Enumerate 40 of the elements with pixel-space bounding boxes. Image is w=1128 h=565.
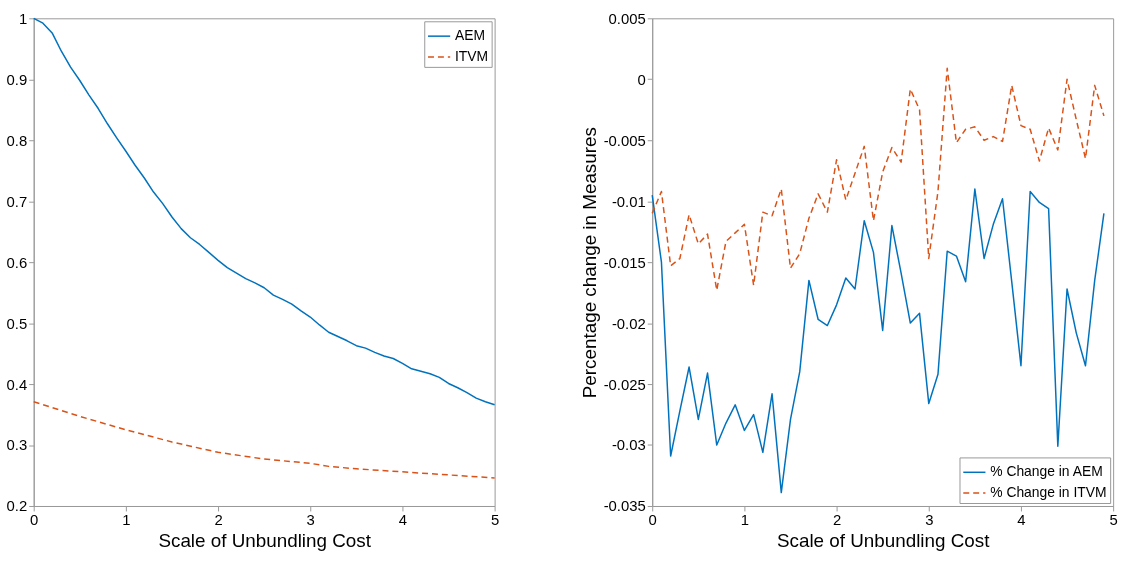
line-series bbox=[32, 401, 496, 479]
x-axis-title: Scale of Unbundling Cost bbox=[776, 530, 991, 552]
x-tick-label: 5 bbox=[490, 512, 500, 529]
y-tick-label: 0.9 bbox=[6, 71, 28, 88]
x-tick-label: 3 bbox=[925, 512, 934, 529]
y-tick-label: 0.4 bbox=[6, 376, 28, 393]
x-tick-label: 5 bbox=[1109, 512, 1118, 529]
x-tick-label: 4 bbox=[398, 512, 408, 529]
y-tick-label: 0.005 bbox=[608, 10, 646, 27]
x-tick-label: 0 bbox=[648, 512, 657, 529]
y-axis-title: Percentage change in Measures bbox=[578, 127, 600, 399]
y-tick-label: -0.01 bbox=[611, 193, 646, 210]
y-tick-label: 0.2 bbox=[6, 498, 28, 515]
x-tick-label: 2 bbox=[832, 512, 842, 529]
y-tick-label: 0.5 bbox=[6, 315, 28, 332]
y-tick-label: 0.6 bbox=[6, 254, 28, 271]
y-tick-label: -0.025 bbox=[603, 376, 646, 393]
y-tick-label: 0 bbox=[637, 71, 646, 88]
legend-label: % Change in AEM bbox=[990, 463, 1103, 480]
x-axis-title: Scale of Unbundling Cost bbox=[158, 530, 372, 552]
x-tick-label: 4 bbox=[1017, 512, 1026, 529]
legend-label: % Change in ITVM bbox=[990, 484, 1107, 501]
y-tick-label: 0.3 bbox=[6, 437, 28, 454]
legend-label: AEM bbox=[454, 27, 486, 44]
y-tick-label: -0.035 bbox=[603, 498, 646, 515]
y-tick-label: 0.8 bbox=[6, 132, 28, 149]
x-tick-label: 1 bbox=[122, 512, 131, 529]
y-tick-label: -0.03 bbox=[611, 437, 646, 454]
x-tick-label: 2 bbox=[214, 512, 223, 529]
line-series bbox=[651, 67, 1105, 291]
x-tick-label: 3 bbox=[306, 512, 315, 529]
y-tick-label: -0.015 bbox=[603, 254, 646, 271]
y-tick-label: -0.02 bbox=[611, 315, 646, 332]
legend-label: ITVM bbox=[454, 47, 489, 64]
line-series bbox=[32, 17, 496, 406]
y-tick-label: 1 bbox=[18, 10, 28, 27]
x-tick-label: 1 bbox=[740, 512, 750, 529]
x-tick-label: 0 bbox=[30, 512, 39, 529]
y-tick-label: -0.005 bbox=[603, 132, 646, 149]
y-tick-label: 0.7 bbox=[6, 193, 28, 210]
